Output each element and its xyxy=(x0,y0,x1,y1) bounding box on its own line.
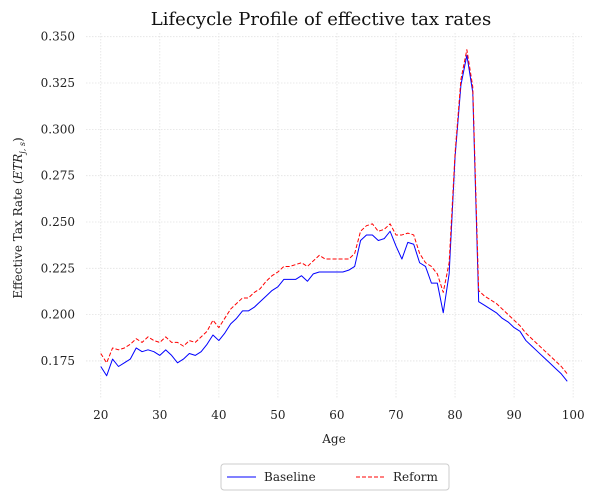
x-tick-label: 100 xyxy=(562,408,585,422)
chart-title: Lifecycle Profile of effective tax rates xyxy=(151,9,491,30)
series-lines xyxy=(101,50,567,382)
legend: Baseline Reform xyxy=(221,464,449,490)
x-tick-label: 40 xyxy=(211,408,226,422)
y-axis-ticks: 0.175 0.200 0.225 0.250 0.275 0.300 0.325 0.350 xyxy=(41,30,75,368)
y-tick-label: 0.200 xyxy=(41,308,75,322)
x-tick-label: 80 xyxy=(447,408,462,422)
x-tick-label: 70 xyxy=(388,408,403,422)
grid xyxy=(86,33,582,398)
y-tick-label: 0.275 xyxy=(41,169,75,183)
y-axis-label-et: ET xyxy=(11,162,25,181)
y-tick-label: 0.175 xyxy=(41,354,75,368)
x-tick-label: 20 xyxy=(93,408,108,422)
x-tick-label: 50 xyxy=(270,408,285,422)
y-tick-label: 0.250 xyxy=(41,215,75,229)
series-line-baseline xyxy=(101,55,567,381)
y-axis-label: Effective Tax Rate (ET̄Rj, s) xyxy=(11,137,27,298)
y-tick-label: 0.300 xyxy=(41,122,75,136)
y-tick-label: 0.325 xyxy=(41,76,75,90)
y-axis-label-end: ) xyxy=(11,137,25,142)
y-axis-label-subscript: j, s xyxy=(18,142,27,156)
series-line-reform xyxy=(101,50,567,374)
x-axis-ticks: 20 30 40 50 60 70 80 90 100 xyxy=(93,408,584,422)
x-tick-label: 30 xyxy=(152,408,167,422)
x-axis-label: Age xyxy=(321,432,345,446)
legend-label-baseline: Baseline xyxy=(264,470,316,484)
y-tick-label: 0.225 xyxy=(41,261,75,275)
x-tick-label: 90 xyxy=(506,408,521,422)
y-axis-label-start: Effective Tax Rate ( xyxy=(11,180,25,299)
x-tick-label: 60 xyxy=(329,408,344,422)
y-tick-label: 0.350 xyxy=(41,30,75,44)
y-axis-label-r: R xyxy=(11,154,25,164)
legend-label-reform: Reform xyxy=(393,470,439,484)
